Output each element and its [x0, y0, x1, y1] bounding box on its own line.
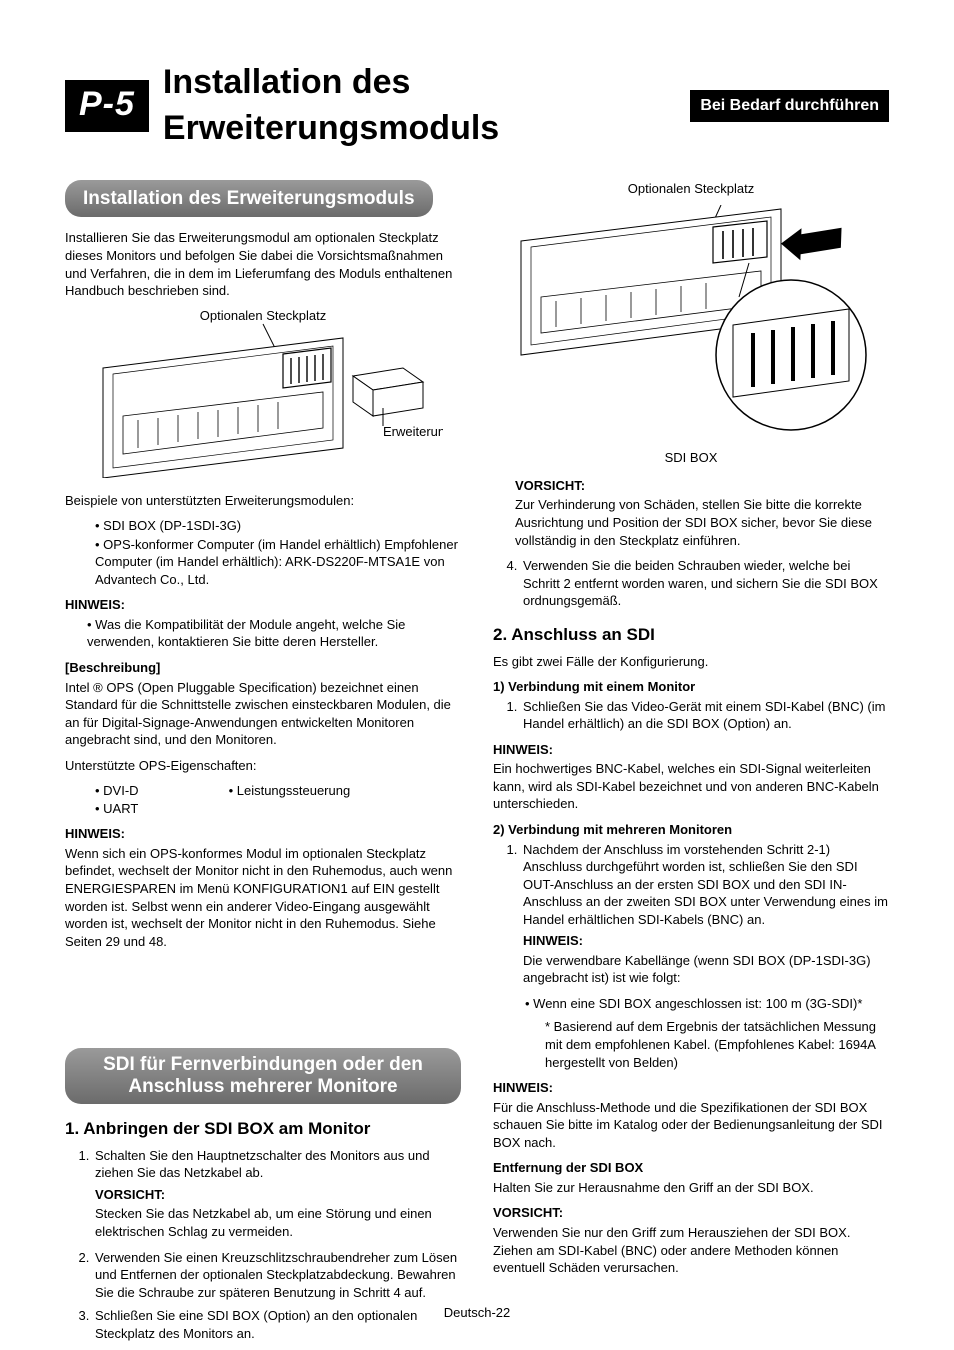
example-item: OPS-konformer Computer (im Handel erhält… — [95, 536, 461, 589]
chapter-note-badge: Bei Bedarf durchführen — [690, 90, 889, 122]
hinweis4-star: * Basierend auf dem Ergebnis der tatsäch… — [523, 1018, 889, 1071]
sec1-steps-cont: Verwenden Sie die beiden Schrauben wiede… — [493, 557, 889, 610]
vorsicht-body: Stecken Sie das Netzkabel ab, um eine St… — [95, 1205, 461, 1240]
page-footer: Deutsch-22 — [0, 1304, 954, 1322]
ops-item: • Leistungssteuerung — [229, 782, 351, 800]
hinweis2-body: Wenn sich ein OPS-konformes Modul im opt… — [65, 845, 461, 950]
hinweis1-item: Was die Kompatibilität der Module angeht… — [87, 616, 461, 651]
section-pill-install: Installation des Erweiterungsmoduls — [65, 180, 433, 218]
vorsicht2-body: Verwenden Sie nur den Griff zum Herauszi… — [493, 1224, 889, 1277]
sec2-title: 2. Anschluss an SDI — [493, 624, 889, 647]
hinweis4-bullets: Wenn eine SDI BOX angeschlossen ist: 100… — [523, 995, 889, 1013]
step-item: Verwenden Sie einen Kreuzschlitzschraube… — [93, 1249, 461, 1302]
ops-lead: Unterstützte OPS-Eigenschaften: — [65, 757, 461, 775]
examples-list: SDI BOX (DP-1SDI-3G) OPS-konformer Compu… — [65, 517, 461, 588]
figure-sdi-box — [501, 205, 881, 435]
ops-item: • UART — [95, 800, 139, 818]
section-pill-sdi: SDI für Fernverbindungen oder denAnschlu… — [65, 1048, 461, 1104]
vorsicht-label: VORSICHT: — [493, 1204, 889, 1222]
ops-props: • DVI-D • UART • Leistungssteuerung — [65, 782, 461, 817]
hinweis4-bullet: Wenn eine SDI BOX angeschlossen ist: 100… — [525, 995, 889, 1013]
figure-monitor-module: Optionalen Steckplatz — [83, 308, 443, 478]
beschreibung-body: Intel ® OPS (Open Pluggable Specificatio… — [65, 679, 461, 749]
case1-steps: Schließen Sie das Video-Gerät mit einem … — [493, 698, 889, 733]
install-intro: Installieren Sie das Erweiterungsmodul a… — [65, 229, 461, 299]
hinweis-label: HINWEIS: — [493, 1079, 889, 1097]
left-column: Installation des Erweiterungsmoduls Inst… — [65, 180, 461, 1349]
case2-title: 2) Verbindung mit mehreren Monitoren — [493, 821, 889, 839]
sec2-lead: Es gibt zwei Fälle der Konfigurierung. — [493, 653, 889, 671]
right-column: Optionalen Steckplatz — [493, 180, 889, 1349]
hinweis1-list: Was die Kompatibilität der Module angeht… — [65, 616, 461, 651]
sec1-title: 1. Anbringen der SDI BOX am Monitor — [65, 1118, 461, 1141]
fig1-slot-label: Optionalen Steckplatz — [200, 308, 326, 323]
chapter-badge: P-5 — [65, 80, 149, 132]
right-vorsicht-block: VORSICHT: Zur Verhinderung von Schäden, … — [493, 477, 889, 549]
case2-steps: Nachdem der Anschluss im vorstehenden Sc… — [493, 841, 889, 1072]
step-item: Nachdem der Anschluss im vorstehenden Sc… — [521, 841, 889, 1072]
hinweis3-body: Ein hochwertiges BNC-Kabel, welches ein … — [493, 760, 889, 813]
hinweis-label: HINWEIS: — [523, 932, 889, 950]
hinweis-label: HINWEIS: — [65, 596, 461, 614]
step-item: Schließen Sie das Video-Gerät mit einem … — [521, 698, 889, 733]
example-item: SDI BOX (DP-1SDI-3G) — [95, 517, 461, 535]
chapter-header: P-5 Installation des Erweiterungsmoduls … — [65, 60, 889, 152]
content-columns: Installation des Erweiterungsmoduls Inst… — [65, 180, 889, 1349]
hinweis-label: HINWEIS: — [493, 741, 889, 759]
removal-body: Halten Sie zur Herausnahme den Griff an … — [493, 1179, 889, 1197]
hinweis4-body: Die verwendbare Kabellänge (wenn SDI BOX… — [523, 952, 889, 987]
hinweis-label: HINWEIS: — [65, 825, 461, 843]
case1-title: 1) Verbindung mit einem Monitor — [493, 678, 889, 696]
fig1-module-label: Erweiterungsmodul — [383, 424, 443, 439]
step-item: Verwenden Sie die beiden Schrauben wiede… — [521, 557, 889, 610]
vorsicht-label: VORSICHT: — [95, 1186, 461, 1204]
step-item: Schalten Sie den Hauptnetzschalter des M… — [93, 1147, 461, 1241]
beschreibung-label: [Beschreibung] — [65, 659, 461, 677]
hinweis5-body: Für die Anschluss-Methode und die Spezif… — [493, 1099, 889, 1152]
fig2-box-label: SDI BOX — [493, 449, 889, 467]
chapter-title: Installation des Erweiterungsmoduls — [163, 60, 676, 152]
fig2-slot-label: Optionalen Steckplatz — [493, 180, 889, 198]
removal-title: Entfernung der SDI BOX — [493, 1159, 889, 1177]
vorsicht-label: VORSICHT: — [515, 477, 889, 495]
ops-item: • DVI-D — [95, 782, 139, 800]
vorsicht-body: Zur Verhinderung von Schäden, stellen Si… — [515, 496, 889, 549]
examples-lead: Beispiele von unterstützten Erweiterungs… — [65, 492, 461, 510]
